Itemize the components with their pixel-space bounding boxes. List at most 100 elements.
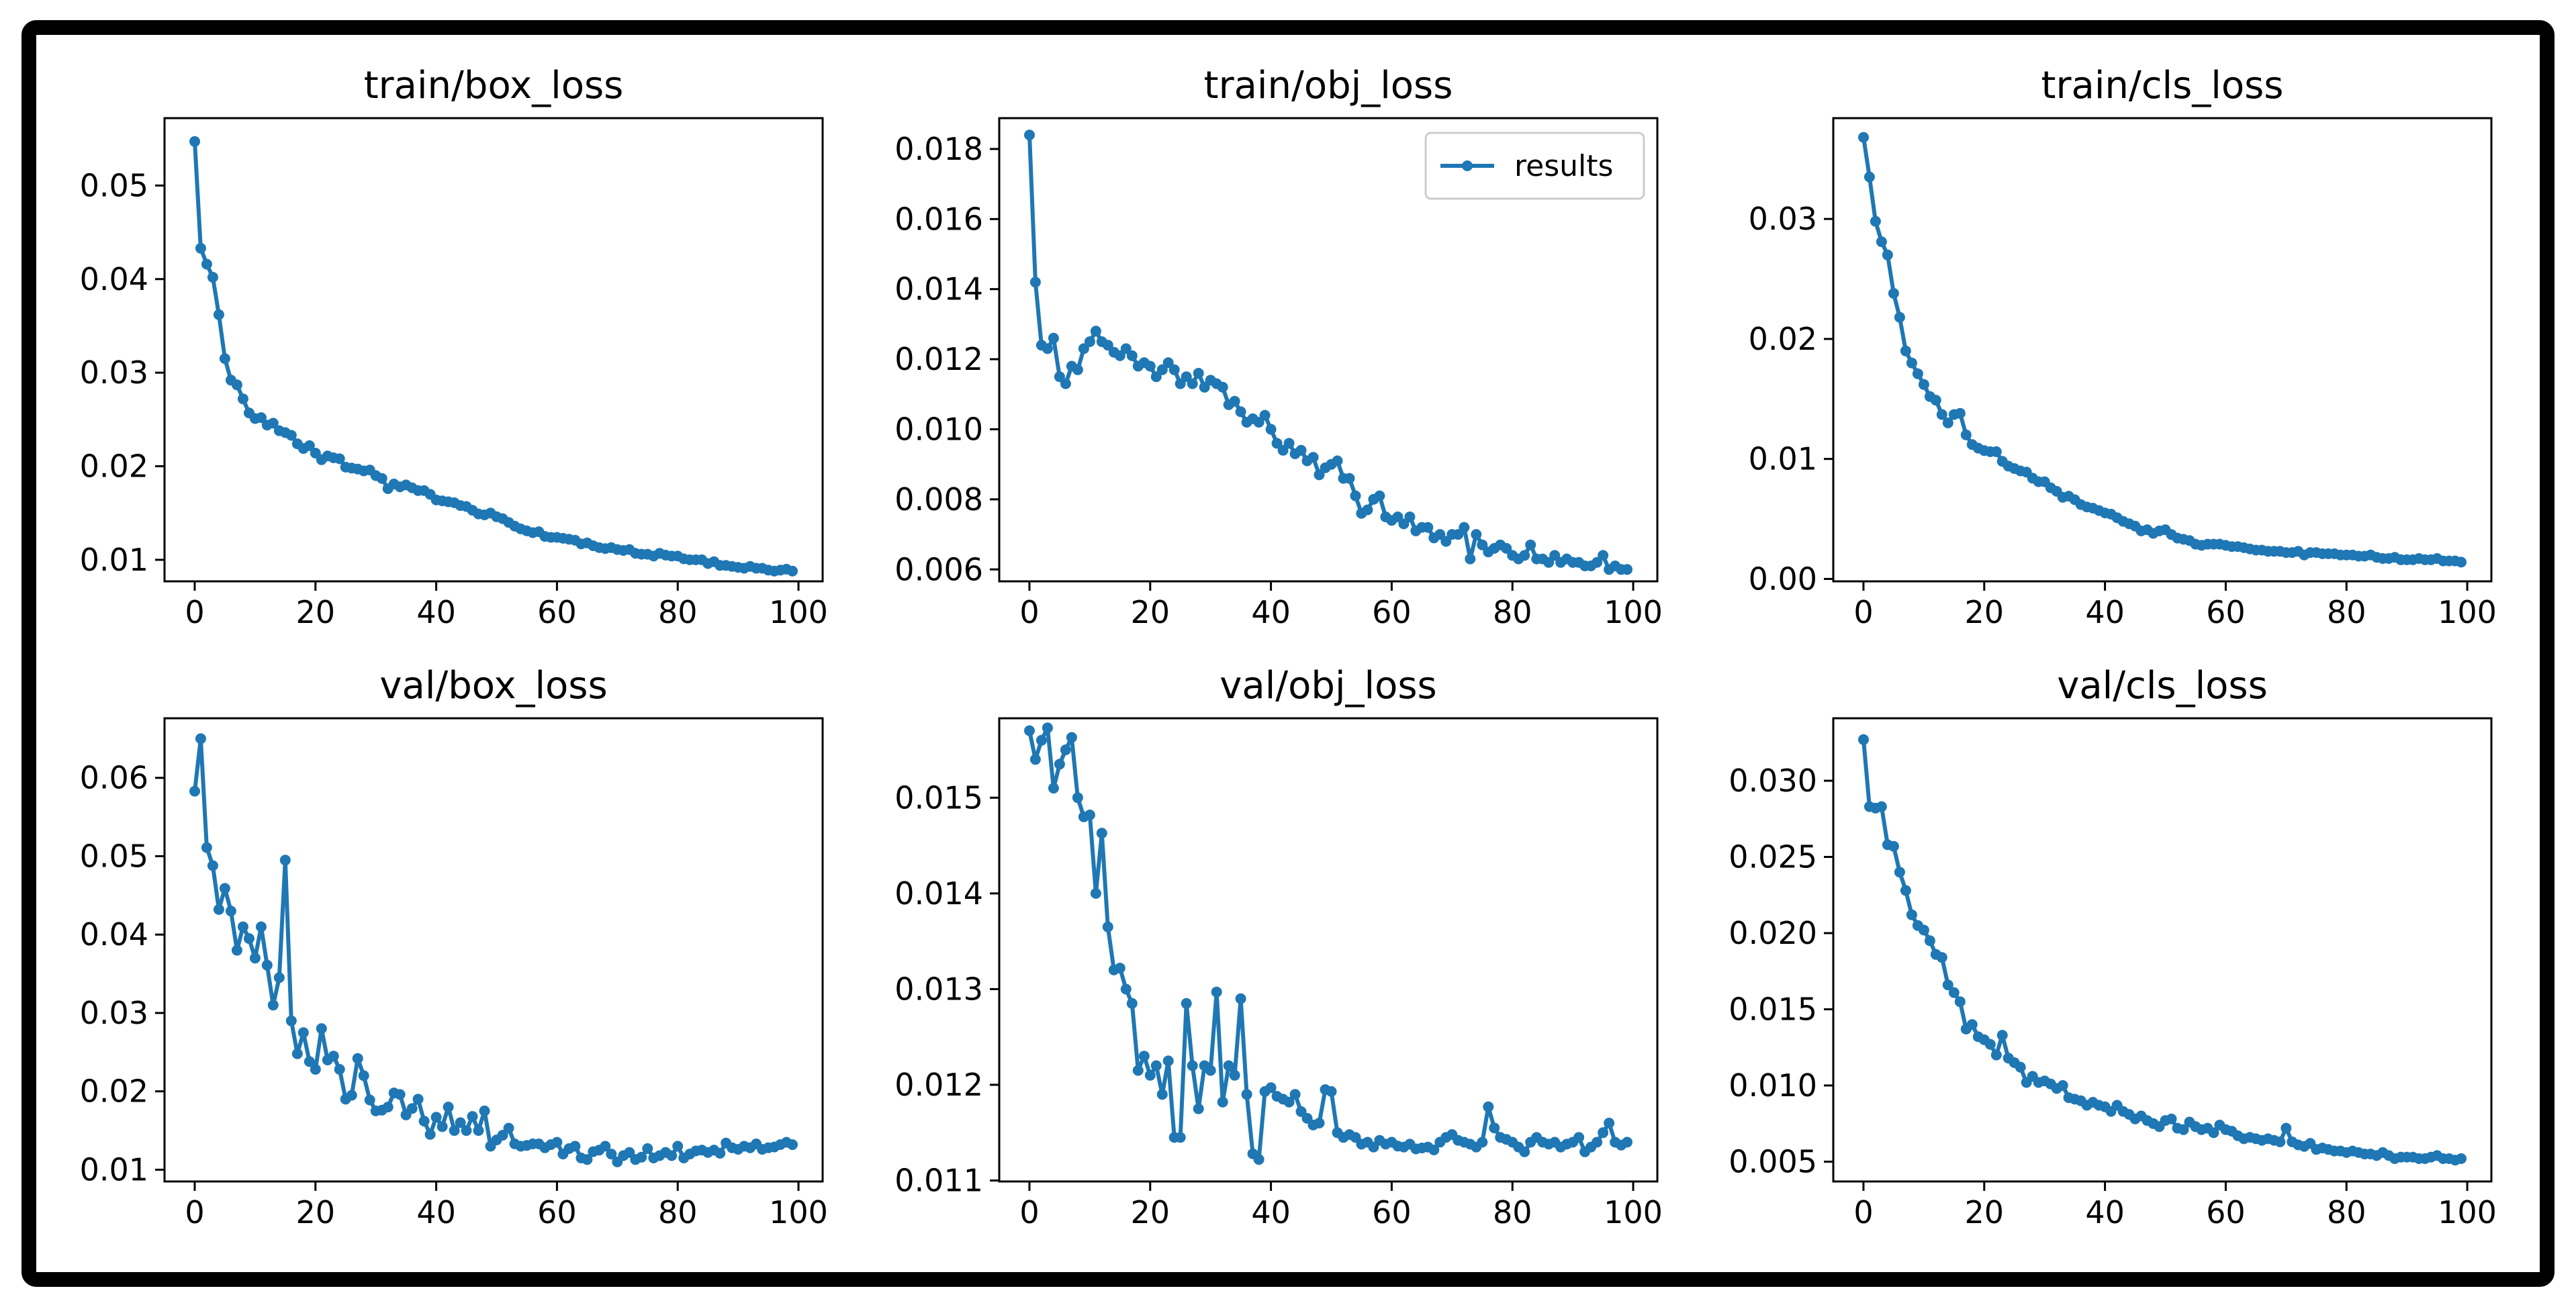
data-point [1924, 935, 1935, 947]
x-tick-label: 80 [1493, 1194, 1532, 1230]
x-tick-label: 100 [769, 1194, 828, 1230]
y-tick-label: 0.02 [80, 448, 148, 485]
y-tick-label: 0.014 [894, 875, 983, 912]
data-point [1150, 1060, 1162, 1071]
data-point [1096, 828, 1107, 839]
data-point [279, 855, 291, 866]
data-point [285, 1015, 297, 1026]
x-tick-label: 40 [416, 1194, 456, 1230]
data-point [1289, 1089, 1301, 1100]
data-point [304, 440, 315, 451]
y-tick-label: 0.015 [894, 779, 983, 816]
figure-frame: train/box_loss 0 20 40 60 80 100 0.01 0.02 0.03 0.… [21, 20, 2555, 1287]
y-tick-label: 0.03 [80, 995, 148, 1031]
data-point [1217, 381, 1228, 393]
data-point [715, 1148, 726, 1159]
data-point [1283, 1096, 1295, 1108]
data-point [1858, 132, 1869, 143]
data-point [1181, 998, 1192, 1009]
data-point [430, 1112, 442, 1123]
data-point [1598, 550, 1609, 561]
data-point [1060, 744, 1071, 755]
data-point [551, 1136, 563, 1148]
data-point [497, 1130, 508, 1141]
data-point [267, 418, 279, 429]
data-point [189, 785, 200, 797]
plot-frame [998, 717, 1659, 1183]
plot-frame [1832, 717, 2493, 1183]
y-tick-label: 0.008 [894, 481, 983, 518]
y-tick-label: 0.02 [1749, 321, 1817, 357]
data-point [1918, 379, 1929, 390]
data-point [1168, 364, 1180, 375]
data-point [376, 473, 387, 484]
data-point [1036, 734, 1047, 746]
data-point [189, 136, 200, 147]
x-tick-label: 20 [1130, 594, 1170, 630]
y-tick-label: 0.02 [80, 1073, 148, 1110]
data-point [1138, 1051, 1150, 1062]
data-point [1217, 1096, 1228, 1108]
data-point [642, 1143, 653, 1154]
data-point [1990, 1049, 2002, 1061]
legend: results [1424, 132, 1645, 200]
data-point [1477, 1136, 1488, 1148]
data-point [1930, 395, 1941, 406]
data-point [1187, 378, 1198, 389]
data-point [1900, 885, 1911, 896]
data-point [201, 258, 212, 270]
x-tick-label: 0 [1853, 1194, 1873, 1230]
data-point [443, 1102, 454, 1113]
data-point [418, 1116, 430, 1127]
data-point [1042, 343, 1053, 354]
data-point [1592, 1136, 1603, 1148]
data-point [1235, 993, 1246, 1004]
data-point [1471, 529, 1482, 540]
data-point [1048, 332, 1059, 344]
data-point [624, 1147, 635, 1158]
data-point [382, 1102, 394, 1113]
data-point [2166, 1113, 2177, 1124]
data-point [1024, 130, 1035, 141]
data-point [1265, 1082, 1277, 1094]
y-tick-label: 0.012 [894, 1067, 983, 1103]
data-point [1864, 171, 1875, 183]
data-point [346, 1090, 357, 1101]
data-point [600, 1141, 611, 1152]
x-tick-label: 20 [1130, 1194, 1170, 1230]
y-tick-label: 0.00 [1749, 561, 1817, 597]
x-tick-label: 40 [1251, 594, 1291, 630]
data-point [1199, 381, 1210, 393]
data-point [1459, 522, 1470, 533]
data-point [467, 1111, 478, 1122]
data-point [249, 953, 261, 964]
x-tick-label: 80 [2327, 594, 2366, 630]
y-tick-label: 0.010 [1729, 1067, 1817, 1104]
data-point [1519, 1146, 1530, 1157]
x-tick-label: 0 [185, 594, 204, 630]
x-tick-label: 0 [1853, 594, 1873, 630]
data-point [503, 1122, 514, 1134]
data-point [1912, 368, 1923, 379]
x-tick-label: 0 [1019, 1194, 1039, 1230]
data-point [672, 1141, 684, 1152]
data-point [291, 1048, 303, 1059]
data-point [1392, 512, 1404, 522]
x-tick-label: 20 [1964, 594, 2004, 630]
data-point [436, 1121, 448, 1132]
data-point [1223, 1060, 1234, 1071]
x-tick-label: 60 [537, 1194, 577, 1230]
data-point [1277, 444, 1289, 456]
data-point [195, 733, 206, 744]
data-point [1054, 759, 1065, 770]
data-point [1954, 996, 1966, 1008]
chart-train-cls_loss: train/cls_loss 0 20 40 60 80 100 0.00 0.01 0.02 0.… [1749, 64, 2497, 630]
x-tick-label: 0 [185, 1194, 204, 1230]
data-point [1960, 429, 1972, 440]
data-point [1156, 364, 1168, 375]
data-point [1205, 1065, 1216, 1076]
data-point [1066, 732, 1077, 743]
data-point [1090, 326, 1101, 337]
data-point [1211, 986, 1222, 998]
data-point [1966, 1019, 1978, 1030]
